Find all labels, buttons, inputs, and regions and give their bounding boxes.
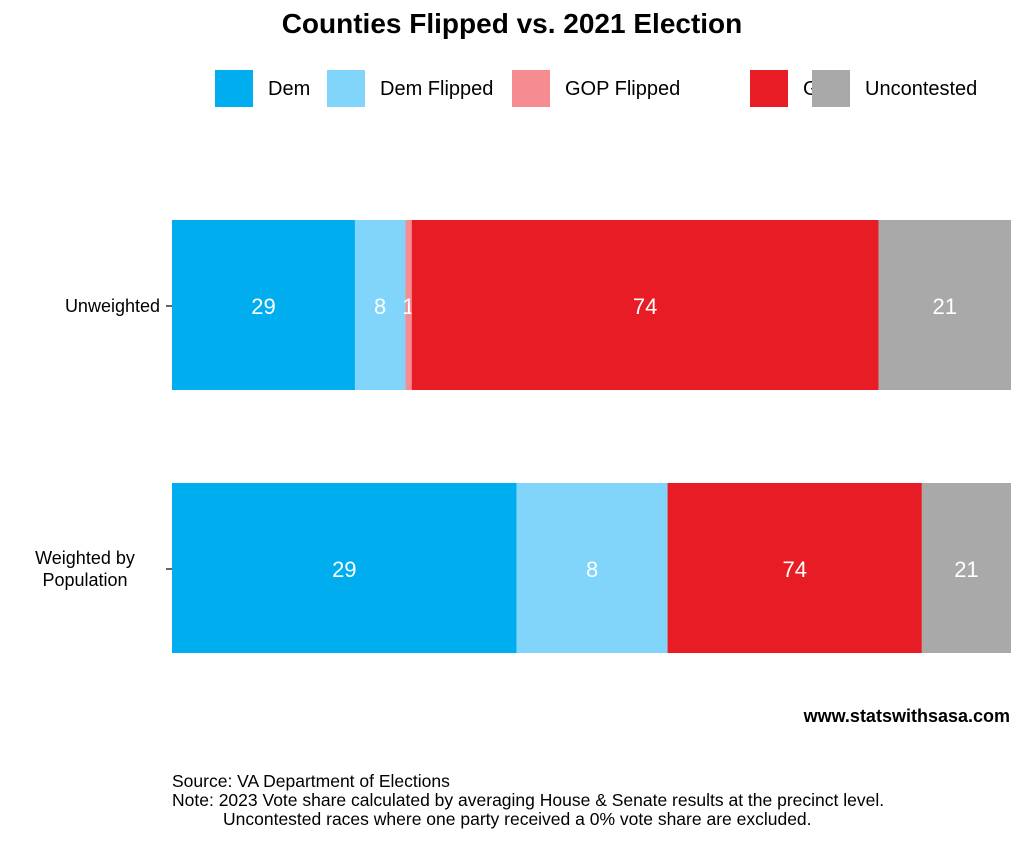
legend-label: Uncontested bbox=[865, 78, 978, 100]
legend-swatch bbox=[512, 70, 550, 107]
bar-dem-flipped-row-1 bbox=[354, 220, 406, 390]
legend-swatch bbox=[215, 70, 253, 107]
caption-source: Source: VA Department of Elections bbox=[172, 771, 450, 791]
bar-gop-flipped-row-1 bbox=[405, 220, 412, 390]
legend-swatch bbox=[812, 70, 850, 107]
legend-swatch bbox=[327, 70, 365, 107]
bar-dem-row-2 bbox=[172, 483, 517, 653]
caption: Source: VA Department of Elections Note:… bbox=[172, 772, 884, 829]
data-label: 74 bbox=[782, 557, 806, 582]
data-label: 8 bbox=[586, 557, 598, 582]
data-label: 74 bbox=[633, 294, 657, 319]
data-label: 1 bbox=[402, 294, 414, 319]
legend-swatch bbox=[750, 70, 788, 107]
legend-label: Dem Flipped bbox=[380, 78, 494, 100]
data-label: 29 bbox=[332, 557, 356, 582]
data-label: 21 bbox=[933, 294, 957, 319]
legend-label: Dem bbox=[268, 78, 311, 100]
bar-dem-row-1 bbox=[172, 220, 355, 390]
bar-gop-row-2 bbox=[667, 483, 922, 653]
caption-note: Note: 2023 Vote share calculated by aver… bbox=[172, 790, 885, 810]
watermark: www.statswithsasa.com bbox=[803, 706, 1010, 726]
bar-uncontested-row-2 bbox=[921, 483, 1011, 653]
data-label: 21 bbox=[954, 557, 978, 582]
chart-title: Counties Flipped vs. 2021 Election bbox=[281, 8, 743, 39]
y-tick-label: Weighted by Population bbox=[35, 548, 135, 590]
y-tick-label: Unweighted bbox=[64, 296, 160, 316]
data-label: 29 bbox=[251, 294, 275, 319]
bar-uncontested-row-1 bbox=[878, 220, 1011, 390]
legend-label: GOP Flipped bbox=[565, 78, 681, 100]
bar-gop-row-1 bbox=[411, 220, 879, 390]
caption-note-continued: Uncontested races where one party receiv… bbox=[223, 809, 812, 829]
bar-dem-flipped-row-2 bbox=[516, 483, 668, 653]
data-label: 8 bbox=[374, 294, 386, 319]
